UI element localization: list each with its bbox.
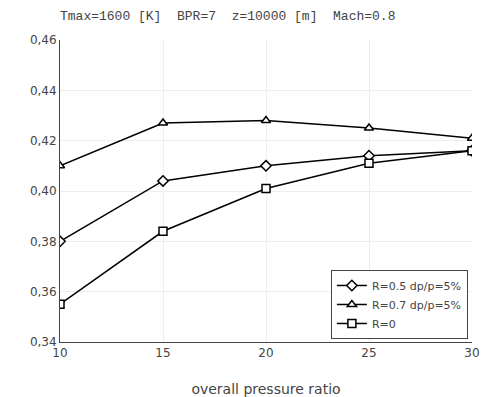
svg-text:0,36: 0,36 — [30, 285, 57, 299]
svg-text:0,46: 0,46 — [30, 33, 57, 47]
svg-text:overall pressure ratio: overall pressure ratio — [191, 381, 340, 397]
svg-text:25: 25 — [361, 346, 376, 360]
svg-text:20: 20 — [258, 346, 273, 360]
svg-text:15: 15 — [155, 346, 170, 360]
svg-text:Tmax=1600 [K] BPR=7 z=10000: Tmax=1600 [K] BPR=7 z=10000 [m] Mach=0.8 — [60, 9, 395, 24]
svg-text:R=0.5 dp/p=5%: R=0.5 dp/p=5% — [372, 280, 461, 293]
svg-text:0,40: 0,40 — [30, 184, 57, 198]
svg-text:0,34: 0,34 — [30, 335, 57, 349]
svg-text:10: 10 — [52, 346, 67, 360]
svg-text:0,44: 0,44 — [30, 84, 57, 98]
svg-text:0,38: 0,38 — [30, 235, 57, 249]
svg-text:30: 30 — [464, 346, 479, 360]
svg-text:R=0.7 dp/p=5%: R=0.7 dp/p=5% — [372, 299, 461, 312]
svg-text:R=0: R=0 — [372, 318, 396, 331]
svg-text:0,42: 0,42 — [30, 134, 57, 148]
